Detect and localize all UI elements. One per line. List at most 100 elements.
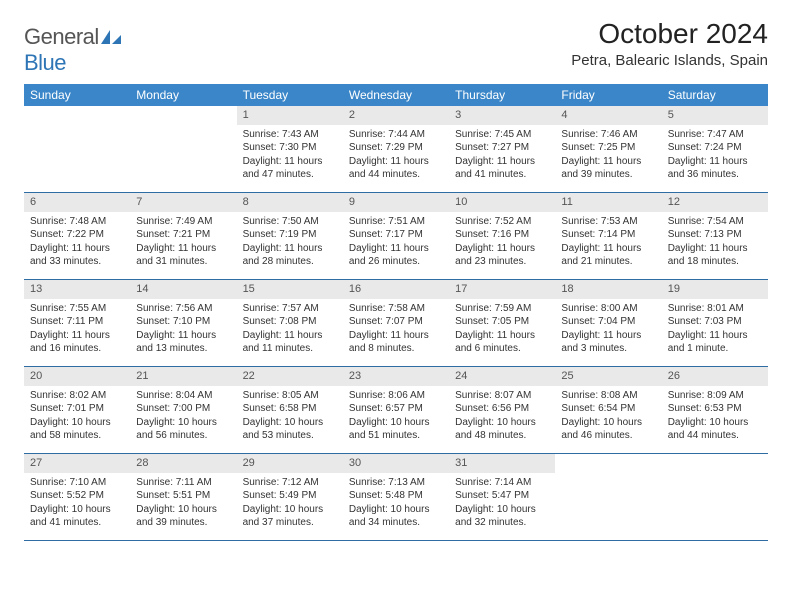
day-number: 2 (343, 106, 449, 125)
daylight-text-2: and 48 minutes. (455, 429, 549, 443)
day-number: 7 (130, 193, 236, 212)
day-number: 27 (24, 454, 130, 473)
weekday-header: Sunday (24, 84, 130, 106)
logo-sail-icon (101, 24, 121, 49)
sunrise-text: Sunrise: 8:01 AM (668, 302, 762, 316)
daylight-text-2: and 39 minutes. (561, 168, 655, 182)
logo-text-general: General (24, 24, 99, 49)
day-number: 28 (130, 454, 236, 473)
sunrise-text: Sunrise: 8:05 AM (243, 389, 337, 403)
day-number: 4 (555, 106, 661, 125)
weekday-header: Monday (130, 84, 236, 106)
day-number: 22 (237, 367, 343, 386)
day-number: 23 (343, 367, 449, 386)
daylight-text-1: Daylight: 11 hours (668, 242, 762, 256)
daylight-text-1: Daylight: 11 hours (561, 155, 655, 169)
sunrise-text: Sunrise: 7:12 AM (243, 476, 337, 490)
day-cell: 8Sunrise: 7:50 AMSunset: 7:19 PMDaylight… (237, 193, 343, 279)
week-row: 20Sunrise: 8:02 AMSunset: 7:01 PMDayligh… (24, 367, 768, 454)
sunset-text: Sunset: 7:17 PM (349, 228, 443, 242)
logo-text-blue: Blue (24, 50, 66, 75)
day-number: 31 (449, 454, 555, 473)
day-number: 10 (449, 193, 555, 212)
daylight-text-1: Daylight: 10 hours (349, 503, 443, 517)
day-cell: 15Sunrise: 7:57 AMSunset: 7:08 PMDayligh… (237, 280, 343, 366)
day-details: Sunrise: 7:44 AMSunset: 7:29 PMDaylight:… (343, 125, 449, 186)
sunset-text: Sunset: 7:05 PM (455, 315, 549, 329)
sunset-text: Sunset: 7:11 PM (30, 315, 124, 329)
sunset-text: Sunset: 5:49 PM (243, 489, 337, 503)
sunset-text: Sunset: 5:52 PM (30, 489, 124, 503)
day-cell: 7Sunrise: 7:49 AMSunset: 7:21 PMDaylight… (130, 193, 236, 279)
daylight-text-1: Daylight: 11 hours (561, 329, 655, 343)
sunrise-text: Sunrise: 7:44 AM (349, 128, 443, 142)
weekday-header: Saturday (662, 84, 768, 106)
day-cell: 4Sunrise: 7:46 AMSunset: 7:25 PMDaylight… (555, 106, 661, 192)
day-cell-empty (130, 106, 236, 192)
sunset-text: Sunset: 7:21 PM (136, 228, 230, 242)
day-details: Sunrise: 7:48 AMSunset: 7:22 PMDaylight:… (24, 212, 130, 273)
sunrise-text: Sunrise: 8:07 AM (455, 389, 549, 403)
logo: General Blue (24, 18, 121, 76)
sunset-text: Sunset: 7:13 PM (668, 228, 762, 242)
day-number (555, 454, 661, 473)
sunrise-text: Sunrise: 8:04 AM (136, 389, 230, 403)
sunset-text: Sunset: 7:07 PM (349, 315, 443, 329)
day-details: Sunrise: 8:09 AMSunset: 6:53 PMDaylight:… (662, 386, 768, 447)
daylight-text-1: Daylight: 10 hours (349, 416, 443, 430)
sunset-text: Sunset: 6:53 PM (668, 402, 762, 416)
daylight-text-2: and 34 minutes. (349, 516, 443, 530)
week-row: 27Sunrise: 7:10 AMSunset: 5:52 PMDayligh… (24, 454, 768, 541)
daylight-text-2: and 58 minutes. (30, 429, 124, 443)
day-cell: 26Sunrise: 8:09 AMSunset: 6:53 PMDayligh… (662, 367, 768, 453)
daylight-text-1: Daylight: 10 hours (136, 503, 230, 517)
sunset-text: Sunset: 7:08 PM (243, 315, 337, 329)
title-block: October 2024 Petra, Balearic Islands, Sp… (571, 18, 768, 69)
day-cell-empty (662, 454, 768, 540)
day-details: Sunrise: 8:07 AMSunset: 6:56 PMDaylight:… (449, 386, 555, 447)
day-cell: 23Sunrise: 8:06 AMSunset: 6:57 PMDayligh… (343, 367, 449, 453)
calendar: SundayMondayTuesdayWednesdayThursdayFrid… (24, 84, 768, 541)
sunrise-text: Sunrise: 7:14 AM (455, 476, 549, 490)
daylight-text-2: and 51 minutes. (349, 429, 443, 443)
day-details: Sunrise: 7:10 AMSunset: 5:52 PMDaylight:… (24, 473, 130, 534)
sunset-text: Sunset: 7:27 PM (455, 141, 549, 155)
day-number: 11 (555, 193, 661, 212)
daylight-text-1: Daylight: 10 hours (455, 503, 549, 517)
day-cell: 16Sunrise: 7:58 AMSunset: 7:07 PMDayligh… (343, 280, 449, 366)
day-number (130, 106, 236, 125)
day-number: 1 (237, 106, 343, 125)
day-cell: 3Sunrise: 7:45 AMSunset: 7:27 PMDaylight… (449, 106, 555, 192)
day-cell: 17Sunrise: 7:59 AMSunset: 7:05 PMDayligh… (449, 280, 555, 366)
day-number: 25 (555, 367, 661, 386)
sunrise-text: Sunrise: 7:58 AM (349, 302, 443, 316)
daylight-text-2: and 33 minutes. (30, 255, 124, 269)
sunrise-text: Sunrise: 8:09 AM (668, 389, 762, 403)
day-number (24, 106, 130, 125)
day-details: Sunrise: 7:58 AMSunset: 7:07 PMDaylight:… (343, 299, 449, 360)
day-number: 14 (130, 280, 236, 299)
sunrise-text: Sunrise: 7:57 AM (243, 302, 337, 316)
daylight-text-1: Daylight: 10 hours (561, 416, 655, 430)
sunset-text: Sunset: 6:58 PM (243, 402, 337, 416)
sunset-text: Sunset: 5:48 PM (349, 489, 443, 503)
daylight-text-1: Daylight: 11 hours (30, 242, 124, 256)
day-details: Sunrise: 8:02 AMSunset: 7:01 PMDaylight:… (24, 386, 130, 447)
sunset-text: Sunset: 7:00 PM (136, 402, 230, 416)
location-label: Petra, Balearic Islands, Spain (571, 52, 768, 69)
daylight-text-1: Daylight: 11 hours (349, 242, 443, 256)
sunrise-text: Sunrise: 8:02 AM (30, 389, 124, 403)
day-details: Sunrise: 7:11 AMSunset: 5:51 PMDaylight:… (130, 473, 236, 534)
sunrise-text: Sunrise: 8:08 AM (561, 389, 655, 403)
day-details: Sunrise: 8:04 AMSunset: 7:00 PMDaylight:… (130, 386, 236, 447)
day-details: Sunrise: 7:12 AMSunset: 5:49 PMDaylight:… (237, 473, 343, 534)
sunset-text: Sunset: 7:25 PM (561, 141, 655, 155)
sunrise-text: Sunrise: 7:56 AM (136, 302, 230, 316)
daylight-text-2: and 18 minutes. (668, 255, 762, 269)
sunrise-text: Sunrise: 8:00 AM (561, 302, 655, 316)
day-cell: 10Sunrise: 7:52 AMSunset: 7:16 PMDayligh… (449, 193, 555, 279)
day-number: 8 (237, 193, 343, 212)
day-cell: 28Sunrise: 7:11 AMSunset: 5:51 PMDayligh… (130, 454, 236, 540)
sunset-text: Sunset: 5:47 PM (455, 489, 549, 503)
daylight-text-2: and 31 minutes. (136, 255, 230, 269)
